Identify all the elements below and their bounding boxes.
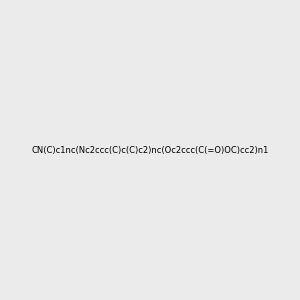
Text: CN(C)c1nc(Nc2ccc(C)c(C)c2)nc(Oc2ccc(C(=O)OC)cc2)n1: CN(C)c1nc(Nc2ccc(C)c(C)c2)nc(Oc2ccc(C(=O… — [31, 146, 269, 154]
